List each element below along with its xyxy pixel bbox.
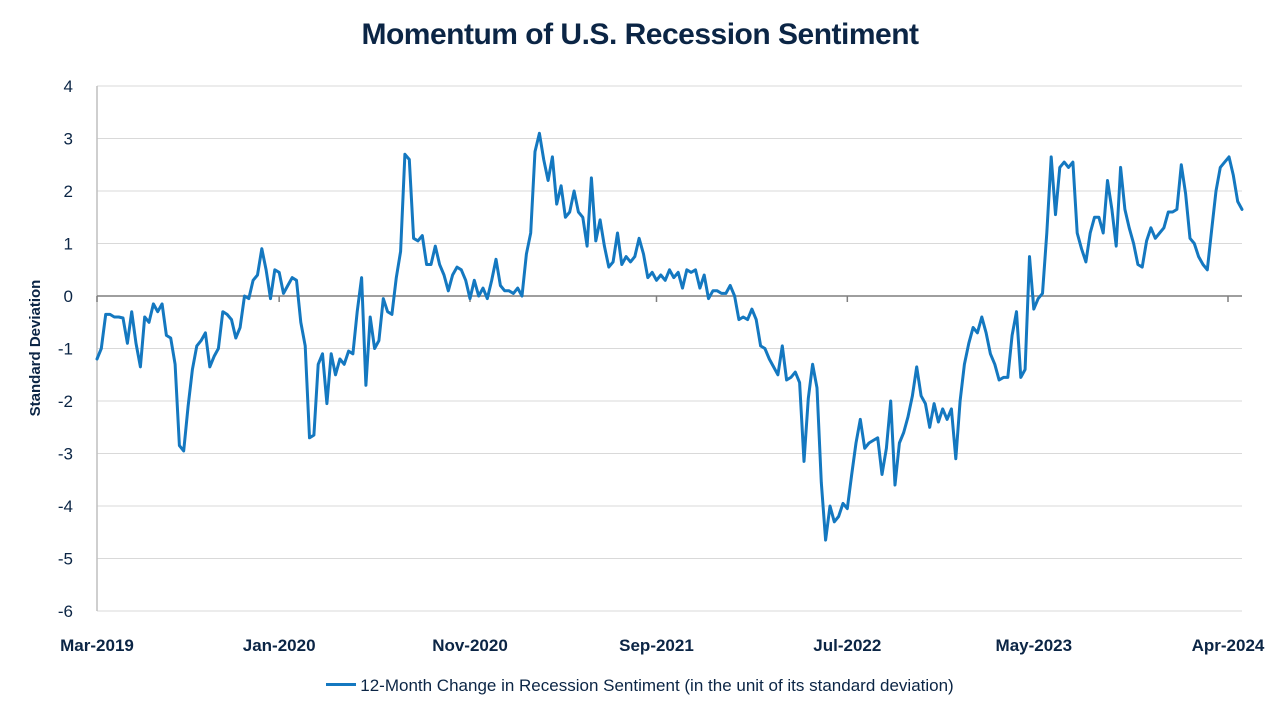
x-tick-label: Jul-2022 [813, 636, 881, 655]
y-tick-label: -2 [58, 392, 73, 411]
series-line [95, 131, 1244, 542]
y-tick-label: 4 [64, 77, 73, 96]
x-tick-label: Mar-2019 [60, 636, 134, 655]
grid-lines [97, 85, 1242, 612]
x-tick-label: Sep-2021 [619, 636, 694, 655]
x-tick-label: Apr-2024 [1192, 636, 1265, 655]
y-tick-label: -1 [58, 340, 73, 359]
y-tick-label: 2 [64, 182, 73, 201]
y-tick-label: -6 [58, 602, 73, 621]
y-tick-label: 0 [64, 287, 73, 306]
y-tick-labels: 4 3 2 1 0 -1 -2 -3 -4 -5 -6 [58, 77, 73, 621]
legend-swatch [326, 683, 357, 687]
y-tick-label: -5 [58, 550, 73, 569]
y-tick-label: 1 [64, 235, 73, 254]
legend-label: 12-Month Change in Recession Sentiment (… [360, 676, 954, 695]
y-tick-label: 3 [64, 130, 73, 149]
x-tick-label: May-2023 [996, 636, 1073, 655]
legend: 12-Month Change in Recession Sentiment (… [0, 676, 1280, 696]
x-tick-label: Nov-2020 [432, 636, 508, 655]
chart-title: Momentum of U.S. Recession Sentiment [361, 18, 919, 51]
y-tick-label: -3 [58, 445, 73, 464]
y-axis-label: Standard Deviation [27, 280, 44, 417]
y-tick-label: -4 [58, 497, 73, 516]
x-tick-labels: Mar-2019 Jan-2020 Nov-2020 Sep-2021 Jul-2022… [60, 636, 1265, 655]
x-tick-label: Jan-2020 [243, 636, 316, 655]
